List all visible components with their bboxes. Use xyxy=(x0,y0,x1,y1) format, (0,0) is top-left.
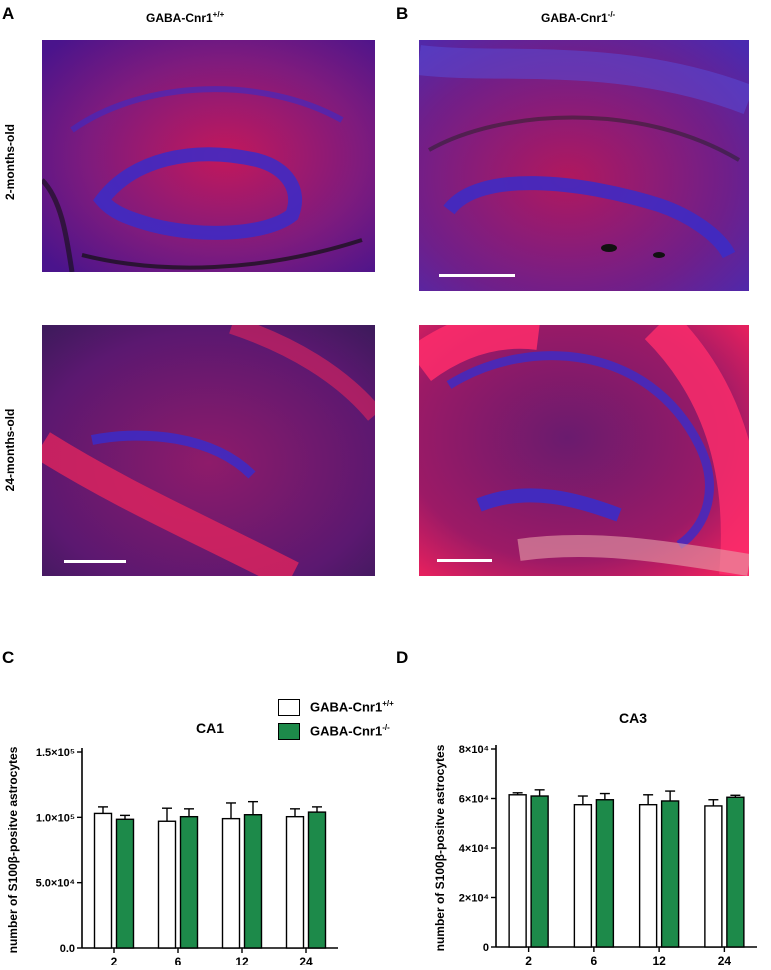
chart0-bar xyxy=(307,811,327,949)
legend-label-knockout-text: GABA-Cnr1 xyxy=(310,723,383,739)
legend-swatch-wildtype xyxy=(278,698,300,716)
chart1-y-tick-label: 4×10⁴ xyxy=(459,843,489,855)
legend-label-knockout-sup: -/- xyxy=(382,723,390,733)
chart0-bar xyxy=(243,814,263,949)
chart0-bar xyxy=(179,815,199,949)
chart0-x-tick-label: 6 xyxy=(175,955,182,965)
chart1-y-tick-label: 2×10⁴ xyxy=(459,893,489,905)
chart0-bar xyxy=(221,817,241,949)
chart1-bar xyxy=(660,800,680,948)
chart1-y-tick-label: 8×10⁴ xyxy=(459,744,489,756)
micrograph-knockout-2-months-image xyxy=(419,40,749,291)
chart1-bar xyxy=(573,803,593,948)
chart1-x-tick-label: 2 xyxy=(525,954,532,965)
chart0-y-tick-label: 0.0 xyxy=(60,943,75,955)
legend-swatch-knockout xyxy=(278,722,300,740)
chart1-bar xyxy=(508,794,527,948)
panel-label-d: D xyxy=(396,648,409,667)
chart1-bar xyxy=(704,805,723,948)
chart0-x-tick-label: 24 xyxy=(299,955,313,965)
micrograph-wildtype-2-months xyxy=(42,40,375,272)
column-title-knockout: GABA-Cnr1-/- xyxy=(541,10,615,25)
chart0-y-axis-label: number of S100β-positve astrocytes xyxy=(6,746,20,953)
legend-label-wildtype-text: GABA-Cnr1 xyxy=(310,699,383,715)
chart0-title: CA1 xyxy=(196,720,224,736)
column-title-wildtype-text: GABA-Cnr1 xyxy=(146,11,213,25)
chart0-bar xyxy=(285,815,305,949)
chart0-x-tick-label: 12 xyxy=(235,955,249,965)
panel-label-b: B xyxy=(396,4,409,23)
chart1-x-tick-label: 12 xyxy=(652,954,666,965)
chart1-y-axis-label: number of S100β-positve astrocytes xyxy=(433,744,447,951)
column-title-wildtype: GABA-Cnr1+/+ xyxy=(146,10,224,25)
legend-label-knockout: GABA-Cnr1-/- xyxy=(310,723,390,738)
legend-item-knockout: GABA-Cnr1-/- xyxy=(278,721,394,741)
panel-label-c: C xyxy=(2,648,15,667)
scale-bar xyxy=(437,559,492,562)
column-title-wildtype-sup: +/+ xyxy=(212,10,225,19)
legend-label-wildtype-sup: +/+ xyxy=(382,699,394,709)
chart0-bar xyxy=(157,820,177,949)
scale-bar xyxy=(64,560,126,563)
panel-label-a: A xyxy=(2,4,15,23)
chart0-bar xyxy=(115,818,135,949)
legend-label-wildtype: GABA-Cnr1+/+ xyxy=(310,699,394,714)
chart-ca1: CA1 number of S100β-positve astrocytes 0.0… xyxy=(6,720,338,965)
chart1-bar xyxy=(530,795,549,948)
chart1-bar xyxy=(638,803,658,948)
chart0-y-tick-label: 1.5×10⁵ xyxy=(36,747,75,759)
chart1-x-tick-label: 6 xyxy=(591,954,598,965)
micrograph-wildtype-24-months-image xyxy=(42,325,375,576)
column-title-knockout-sup: -/- xyxy=(607,10,616,19)
micrograph-knockout-24-months-image xyxy=(419,325,749,576)
chart1-y-tick-label: 0 xyxy=(483,942,489,954)
micrograph-wildtype-2-months-image xyxy=(42,40,375,272)
chart0-y-tick-label: 5.0×10⁴ xyxy=(36,878,75,890)
chart0-x-tick-label: 2 xyxy=(111,955,118,965)
chart0-y-tick-label: 1.0×10⁵ xyxy=(36,812,75,824)
scale-bar xyxy=(439,274,515,277)
chart1-title: CA3 xyxy=(619,710,647,726)
chart-ca3: CA3 number of S100β-positve astrocytes 0 2×… xyxy=(433,710,757,965)
micrograph-wildtype-24-months xyxy=(42,325,375,576)
row-label-2-months: 2-months-old xyxy=(3,124,17,200)
micrograph-knockout-24-months xyxy=(419,325,749,576)
legend-item-wildtype: GABA-Cnr1+/+ xyxy=(278,697,394,717)
chart0-bar xyxy=(93,812,113,949)
chart1-bar xyxy=(726,796,745,948)
chart1-bar xyxy=(595,799,615,948)
column-title-knockout-text: GABA-Cnr1 xyxy=(541,11,608,25)
micrograph-knockout-2-months xyxy=(419,40,749,291)
chart1-x-tick-label: 24 xyxy=(718,954,732,965)
row-label-24-months: 24-months-old xyxy=(3,408,17,492)
legend: GABA-Cnr1+/+ GABA-Cnr1-/- xyxy=(278,697,394,741)
chart1-y-tick-label: 6×10⁴ xyxy=(459,794,489,806)
